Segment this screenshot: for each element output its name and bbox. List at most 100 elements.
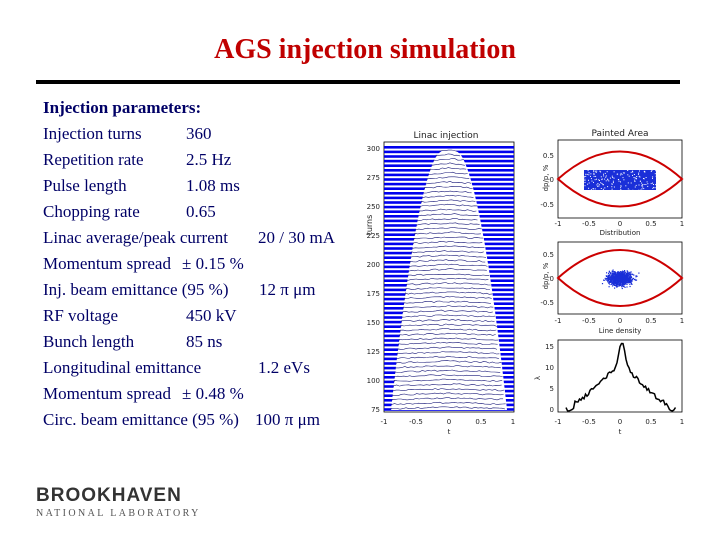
particle — [626, 283, 628, 285]
x-tick-label: 1 — [680, 418, 684, 426]
particle-speckle — [653, 186, 655, 188]
particle-speckle — [613, 186, 615, 188]
particle — [606, 277, 609, 279]
y-tick-label: 0 — [550, 406, 554, 414]
y-tick-label: 300 — [367, 145, 380, 153]
x-tick-label: -0.5 — [582, 418, 596, 426]
injection-turn-trace — [429, 167, 467, 171]
particle — [629, 281, 631, 283]
injection-turn-trace — [414, 231, 481, 235]
particle — [615, 281, 617, 283]
particle — [608, 272, 610, 274]
y-axis-label: dp/p, % — [542, 262, 550, 289]
painted-area-plot: Painted Area dp/p, % 0.5 0 -0.5 -1 -0.5 … — [540, 129, 684, 237]
particle — [605, 279, 607, 281]
particle — [633, 274, 635, 276]
particle — [607, 276, 610, 279]
particle — [627, 277, 629, 279]
particle — [622, 281, 625, 284]
y-tick-label: 175 — [367, 290, 380, 298]
particle — [607, 274, 609, 276]
x-tick-label: 0.5 — [645, 220, 656, 228]
y-tick-label: 0.5 — [543, 251, 554, 259]
particle — [616, 284, 618, 286]
particle — [613, 283, 615, 285]
particle — [624, 270, 626, 272]
particle — [617, 282, 619, 284]
particle — [620, 279, 622, 281]
particle — [613, 282, 615, 284]
injection-turn-trace — [407, 277, 489, 281]
injection-turn-trace — [412, 245, 485, 249]
particle-speckle — [611, 183, 613, 185]
particle — [618, 275, 620, 277]
particle-speckle — [597, 183, 599, 185]
particle — [628, 272, 630, 274]
particle-speckle — [619, 174, 621, 176]
injection-turn-trace — [413, 236, 484, 240]
particle — [621, 274, 623, 277]
particle-speckle — [621, 174, 623, 176]
x-tick-label: 0 — [618, 418, 622, 426]
line-density-curve — [565, 342, 677, 412]
particle — [625, 272, 628, 274]
x-tick-label: -1 — [555, 220, 562, 228]
particle-speckle — [654, 187, 656, 189]
particle — [608, 276, 611, 278]
particle-speckle — [611, 175, 613, 177]
particle-speckle — [587, 183, 589, 185]
injection-turn-trace — [394, 369, 501, 373]
particle-speckle — [588, 182, 590, 184]
particle-speckle — [594, 188, 596, 190]
y-tick-label: -0.5 — [540, 299, 554, 307]
particle — [618, 279, 620, 282]
particle — [617, 280, 619, 282]
particle-speckle — [632, 189, 634, 191]
particle — [624, 282, 626, 284]
particle-speckle — [653, 184, 654, 185]
injection-turn-trace — [398, 341, 498, 346]
particle — [616, 274, 619, 276]
particle — [613, 284, 616, 286]
particle — [615, 275, 617, 277]
x-tick-label: 0 — [618, 317, 622, 325]
particle-speckle — [620, 187, 622, 189]
particle — [614, 278, 616, 280]
param-label: Chopping rate — [43, 202, 140, 221]
particle-speckle — [584, 182, 586, 183]
particle-speckle — [616, 173, 618, 175]
particle-speckle — [584, 185, 586, 187]
particle-speckle — [620, 185, 622, 187]
particle-speckle — [630, 171, 632, 173]
y-tick-label: 5 — [550, 385, 554, 393]
x-tick-label: -1 — [381, 418, 388, 426]
param-label: Circ. beam emittance (95 %) — [43, 410, 239, 429]
line-density-plot: λ 15 10 5 0 -1 -0.5 0 0.5 1 t — [534, 339, 684, 436]
particle — [621, 275, 623, 277]
particle — [618, 277, 620, 279]
particle — [617, 271, 619, 273]
particle-speckle — [595, 171, 597, 173]
particle — [612, 280, 614, 282]
x-tick-labels: -1 -0.5 0 0.5 1 — [381, 418, 516, 426]
particle — [634, 278, 636, 280]
particle — [628, 281, 630, 283]
particle-speckle — [638, 189, 640, 191]
particle-speckle — [599, 180, 600, 181]
particle — [621, 286, 623, 288]
particle — [629, 285, 631, 288]
particle — [625, 283, 627, 285]
particle — [622, 276, 624, 278]
particle — [610, 271, 612, 274]
particle — [616, 277, 618, 279]
particle — [621, 287, 623, 290]
particle — [610, 281, 612, 283]
injection-turn-trace — [425, 180, 472, 185]
injection-turn-trace — [403, 305, 494, 309]
particle — [621, 272, 623, 274]
injection-turn-trace — [399, 332, 496, 336]
injection-turn-trace — [401, 318, 495, 323]
particle — [616, 282, 618, 284]
param-value: 1.2 eVs — [258, 358, 310, 377]
particle — [635, 276, 637, 278]
